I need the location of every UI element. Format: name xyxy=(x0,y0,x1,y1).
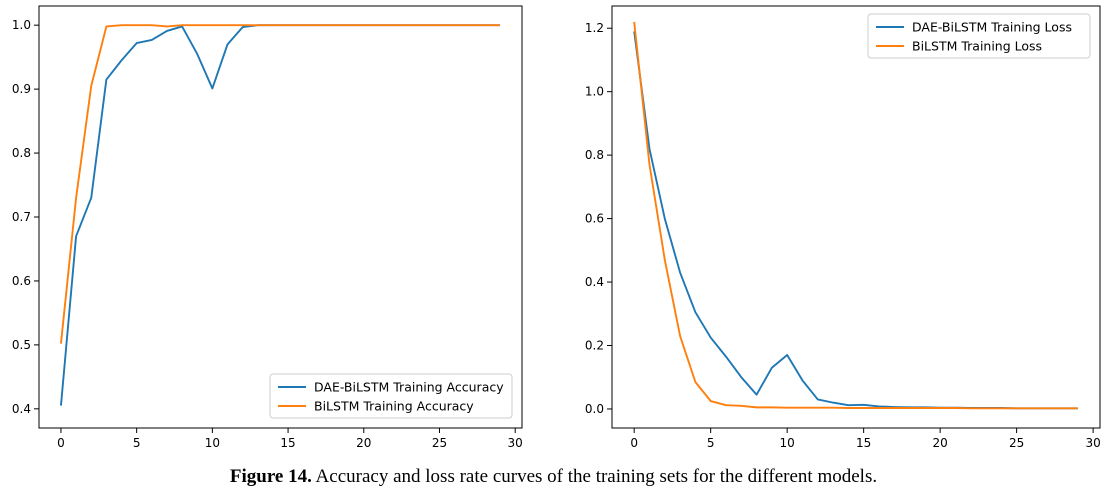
x-tick-label: 30 xyxy=(508,436,523,450)
x-tick-label: 15 xyxy=(856,436,871,450)
y-tick-label: 0.7 xyxy=(12,210,31,224)
figure-caption: Figure 14. Accuracy and loss rate curves… xyxy=(0,466,1107,488)
y-tick-label: 0.8 xyxy=(12,146,31,160)
x-tick-label: 5 xyxy=(707,436,715,450)
x-tick-label: 15 xyxy=(280,436,295,450)
y-tick-label: 0.5 xyxy=(12,338,31,352)
y-tick-label: 0.2 xyxy=(585,339,604,353)
y-tick-label: 1.0 xyxy=(12,18,31,32)
loss-chart: 0 5 10 15 20 25 30 0.0 0.2 0.4 0.6 0.8 1.0 1.2 DAE-BiL… xyxy=(585,5,1101,450)
y-tick-label: 0.9 xyxy=(12,82,31,96)
x-tick-label: 10 xyxy=(780,436,795,450)
legend: DAE-BiLSTM Training Loss BiLSTM Training … xyxy=(867,13,1091,59)
series-line-1 xyxy=(633,31,1078,410)
x-tick-label: 5 xyxy=(133,436,141,450)
x-tick-label: 0 xyxy=(630,436,638,450)
x-tick-label: 25 xyxy=(1009,436,1024,450)
series-line-2 xyxy=(633,21,1078,410)
y-tick-label: 1.0 xyxy=(585,85,604,99)
y-tick-label: 0.4 xyxy=(585,275,604,289)
accuracy-chart: 0 5 10 15 20 25 30 0.4 0.5 0.6 0.7 0.8 0.9 1.0 DAE-BiL… xyxy=(12,5,523,450)
x-tick-label: 30 xyxy=(1085,436,1100,450)
y-tick-label: 0.6 xyxy=(585,212,604,226)
legend-label-2: BiLSTM Training Loss xyxy=(912,39,1042,54)
legend-label-1: DAE-BiLSTM Training Loss xyxy=(912,20,1072,35)
y-tick-label: 0.4 xyxy=(12,402,31,416)
axes-frame xyxy=(38,5,523,429)
y-tick-label: 0.0 xyxy=(585,402,604,416)
legend-box xyxy=(867,13,1091,59)
caption-label: Figure 14. xyxy=(229,466,312,487)
y-tick-label: 0.8 xyxy=(585,148,604,162)
x-tick-label: 10 xyxy=(205,436,220,450)
figure-charts: 0 5 10 15 20 25 30 0.4 0.5 0.6 0.7 0.8 0.9 1.0 DAE-BiL… xyxy=(12,5,1101,450)
y-tick-label: 1.2 xyxy=(585,21,604,35)
caption-text: Accuracy and loss rate curves of the tra… xyxy=(311,466,878,487)
legend-label-1: DAE-BiLSTM Training Accuracy xyxy=(314,380,504,395)
x-tick-label: 20 xyxy=(932,436,947,450)
x-tick-label: 25 xyxy=(432,436,447,450)
x-tick-label: 20 xyxy=(356,436,371,450)
legend-box xyxy=(269,373,513,419)
x-tick-label: 0 xyxy=(57,436,65,450)
series-line-1 xyxy=(60,24,501,406)
legend: DAE-BiLSTM Training Accuracy BiLSTM Train… xyxy=(269,373,513,419)
axes-frame xyxy=(611,5,1101,429)
legend-label-2: BiLSTM Training Accuracy xyxy=(314,399,474,414)
series-line-2 xyxy=(60,24,501,344)
y-tick-label: 0.6 xyxy=(12,274,31,288)
